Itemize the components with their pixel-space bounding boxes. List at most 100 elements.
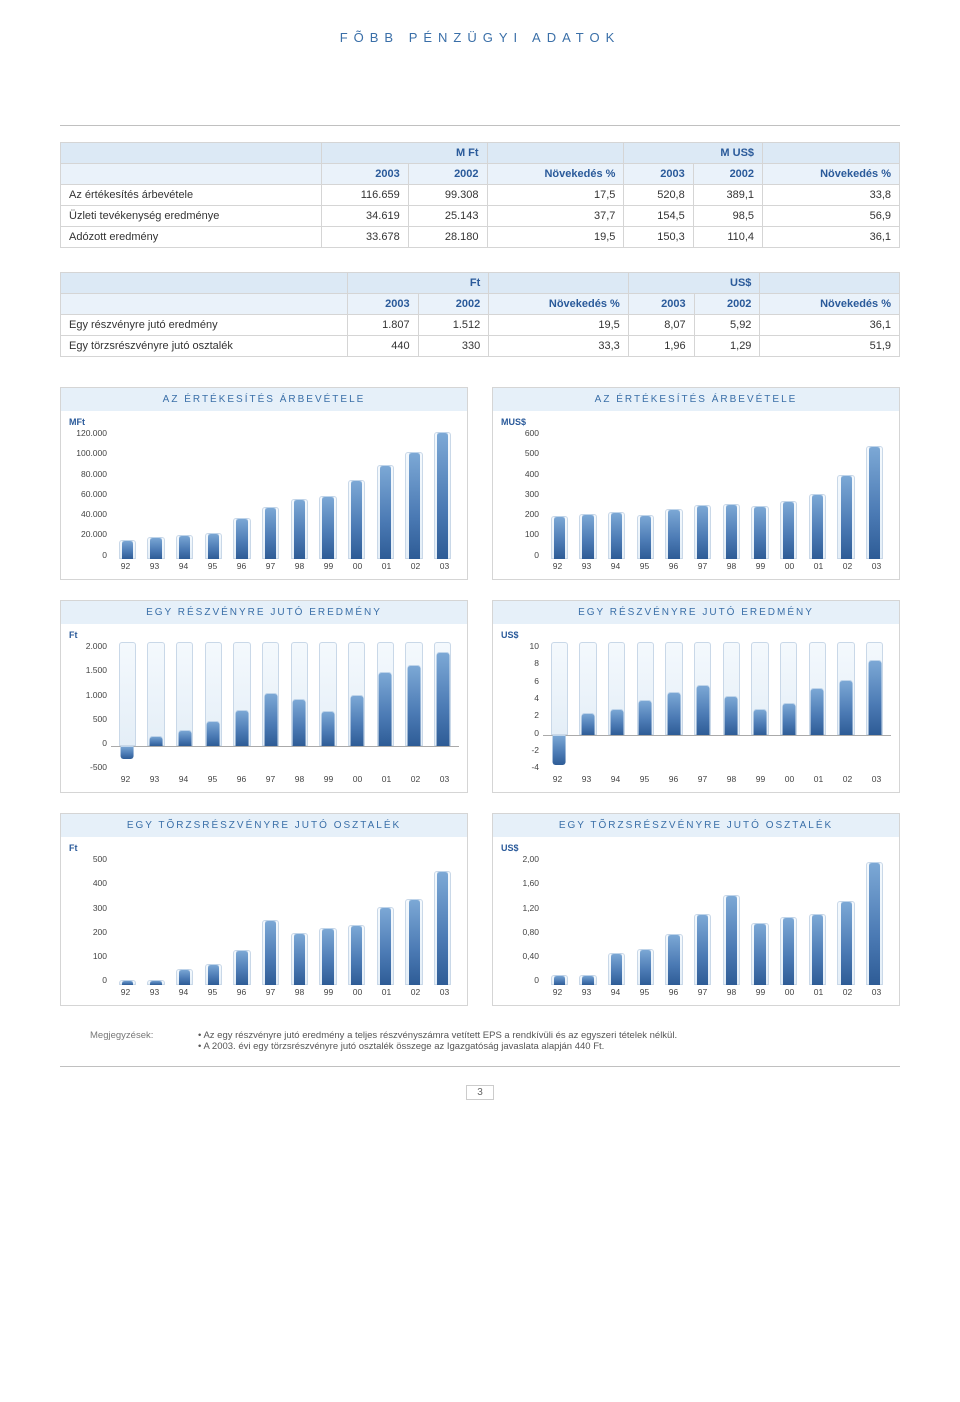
y-tick: 1,60 xyxy=(501,879,539,888)
col2-2003-us: 2003 xyxy=(628,294,694,315)
col2-growth: Növekedés % xyxy=(489,294,629,315)
x-tick: 01 xyxy=(372,561,401,571)
y-tick: -500 xyxy=(69,763,107,772)
y-tick: 20.000 xyxy=(69,530,107,539)
y-tick: 0 xyxy=(69,551,107,560)
bar xyxy=(639,700,652,735)
y-tick: 8 xyxy=(501,659,539,668)
y-tick: 2 xyxy=(501,711,539,720)
bar-slot xyxy=(545,975,574,985)
bar xyxy=(726,895,737,985)
table-cell: 99.308 xyxy=(408,185,487,206)
x-tick: 97 xyxy=(688,774,717,784)
bar xyxy=(783,917,794,985)
x-tick: 93 xyxy=(140,987,169,997)
y-axis: 6005004003002001000 xyxy=(501,429,543,559)
table-row: Adózott eredmény33.67828.18019,5150,3110… xyxy=(61,227,900,248)
table-cell: 98,5 xyxy=(693,206,762,227)
x-tick: 00 xyxy=(775,774,804,784)
x-tick: 93 xyxy=(140,774,169,784)
table-cell: 1.807 xyxy=(347,315,418,336)
bar-slot xyxy=(574,514,603,560)
x-tick: 96 xyxy=(227,561,256,571)
y-tick: 600 xyxy=(501,429,539,438)
x-tick: 92 xyxy=(111,561,140,571)
col-growth: Növekedés % xyxy=(487,164,624,185)
bar xyxy=(264,693,277,746)
col-2003-us: 2003 xyxy=(624,164,693,185)
table-cell: 33,8 xyxy=(763,185,900,206)
chart-unit-label: Ft xyxy=(69,630,459,640)
x-tick: 98 xyxy=(285,561,314,571)
x-tick: 93 xyxy=(572,774,601,784)
y-tick: 10 xyxy=(501,642,539,651)
x-tick: 92 xyxy=(543,987,572,997)
table-row: Egy törzsrészvényre jutó osztalék4403303… xyxy=(61,336,900,357)
bar-slot xyxy=(545,516,574,559)
x-tick: 01 xyxy=(804,561,833,571)
x-tick: 93 xyxy=(572,987,601,997)
bar xyxy=(322,711,335,746)
table-row: Az értékesítés árbevétele116.65999.30817… xyxy=(61,185,900,206)
bar-slot xyxy=(113,980,142,985)
x-tick: 99 xyxy=(314,774,343,784)
bar-slot xyxy=(832,475,861,560)
chart-body: US$2,001,601,200,800,4009293949596979899… xyxy=(493,837,899,1005)
y-tick: 40.000 xyxy=(69,510,107,519)
col-2003: 2003 xyxy=(321,164,408,185)
bar xyxy=(582,514,593,560)
zero-line xyxy=(111,746,459,747)
x-tick: 03 xyxy=(862,987,891,997)
y-tick: 100 xyxy=(69,952,107,961)
table-cell: 37,7 xyxy=(487,206,624,227)
x-tick: 03 xyxy=(430,987,459,997)
group-us: US$ xyxy=(628,273,760,294)
x-tick: 02 xyxy=(833,561,862,571)
slot-bg xyxy=(147,642,164,746)
x-tick: 00 xyxy=(775,987,804,997)
x-tick: 03 xyxy=(430,561,459,571)
plot-area: 5004003002001000 xyxy=(69,855,459,985)
y-tick: 2,00 xyxy=(501,855,539,864)
y-axis: 1086420-2-4 xyxy=(501,642,543,772)
x-tick: 99 xyxy=(746,774,775,784)
chart-title: AZ ÉRTÉKESÍTÉS ÁRBEVÉTELE xyxy=(61,388,467,411)
bar-slot xyxy=(428,871,457,985)
bar-slot xyxy=(142,537,171,559)
plot-area: 6005004003002001000 xyxy=(501,429,891,559)
x-axis: 929394959697989900010203 xyxy=(111,561,459,571)
group-mft: M Ft xyxy=(321,143,487,164)
chart-div_ft: EGY TÕRZSRÉSZVÉNYRE JUTÓ OSZTALÉKFt50040… xyxy=(60,813,468,1006)
slot-bg xyxy=(551,642,568,735)
bar-slot xyxy=(342,642,371,772)
rule-above-table xyxy=(60,125,900,126)
x-axis: 929394959697989900010203 xyxy=(111,987,459,997)
x-tick: 93 xyxy=(572,561,601,571)
bar-slot xyxy=(199,533,228,559)
x-tick: 95 xyxy=(198,561,227,571)
footer-rule xyxy=(60,1066,900,1067)
x-tick: 94 xyxy=(601,561,630,571)
bar-slot xyxy=(860,446,889,559)
bar-slot xyxy=(285,499,314,559)
x-tick: 92 xyxy=(543,561,572,571)
slot-bg xyxy=(119,642,136,746)
bar-slot xyxy=(199,642,228,772)
note-item: A 2003. évi egy törzsrészvényre jutó osz… xyxy=(198,1041,677,1052)
y-tick: 1.500 xyxy=(69,666,107,675)
bar xyxy=(782,703,795,735)
bar-slot xyxy=(832,901,861,986)
chart-rev_mus: AZ ÉRTÉKESÍTÉS ÁRBEVÉTELEMUS$60050040030… xyxy=(492,387,900,580)
chart-title: EGY TÕRZSRÉSZVÉNYRE JUTÓ OSZTALÉK xyxy=(61,814,467,837)
bar xyxy=(351,925,362,985)
table-cell: 5,92 xyxy=(694,315,760,336)
bar xyxy=(611,512,622,559)
bar-slot xyxy=(746,506,775,559)
bar-slot xyxy=(228,518,257,559)
bar-slot xyxy=(400,642,429,772)
bar-slot xyxy=(142,642,171,772)
table-cell: 1.512 xyxy=(418,315,489,336)
x-tick: 94 xyxy=(169,561,198,571)
bar-slot xyxy=(170,535,199,559)
x-tick: 93 xyxy=(140,561,169,571)
